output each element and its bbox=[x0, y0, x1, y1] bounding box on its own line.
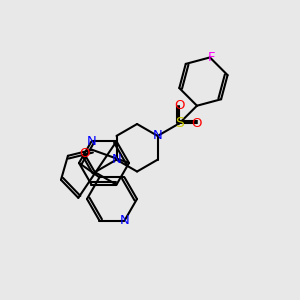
Text: N: N bbox=[153, 129, 163, 142]
Text: S: S bbox=[175, 116, 184, 130]
Text: N: N bbox=[120, 214, 129, 227]
Text: O: O bbox=[191, 117, 202, 130]
Text: O: O bbox=[79, 147, 89, 160]
Text: N: N bbox=[87, 135, 96, 148]
Text: F: F bbox=[208, 51, 216, 64]
Text: N: N bbox=[112, 153, 122, 166]
Text: O: O bbox=[174, 99, 184, 112]
